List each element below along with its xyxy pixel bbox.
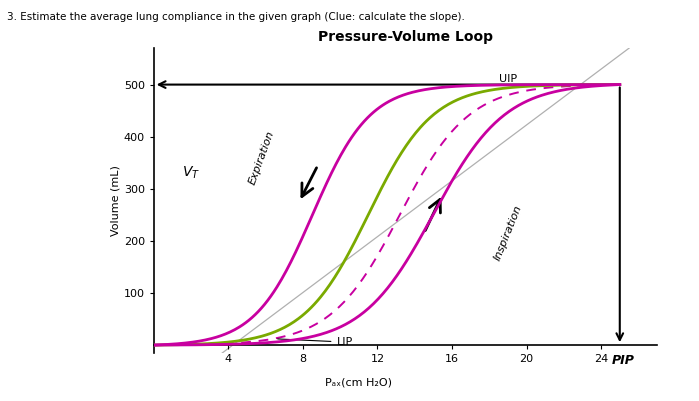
Text: PIP: PIP	[612, 354, 635, 367]
Y-axis label: Volume (mL): Volume (mL)	[111, 165, 121, 236]
Text: Inspiration: Inspiration	[492, 204, 524, 262]
Text: $V_T$: $V_T$	[182, 165, 200, 181]
Text: Pₐₓ(cm H₂O): Pₐₓ(cm H₂O)	[325, 377, 392, 387]
Title: Pressure-Volume Loop: Pressure-Volume Loop	[318, 30, 493, 44]
Text: Expiration: Expiration	[247, 129, 276, 186]
Text: 3. Estimate the average lung compliance in the given graph (Clue: calculate the : 3. Estimate the average lung compliance …	[7, 12, 465, 22]
Text: UIP: UIP	[498, 73, 517, 83]
Text: LIP: LIP	[278, 337, 353, 347]
